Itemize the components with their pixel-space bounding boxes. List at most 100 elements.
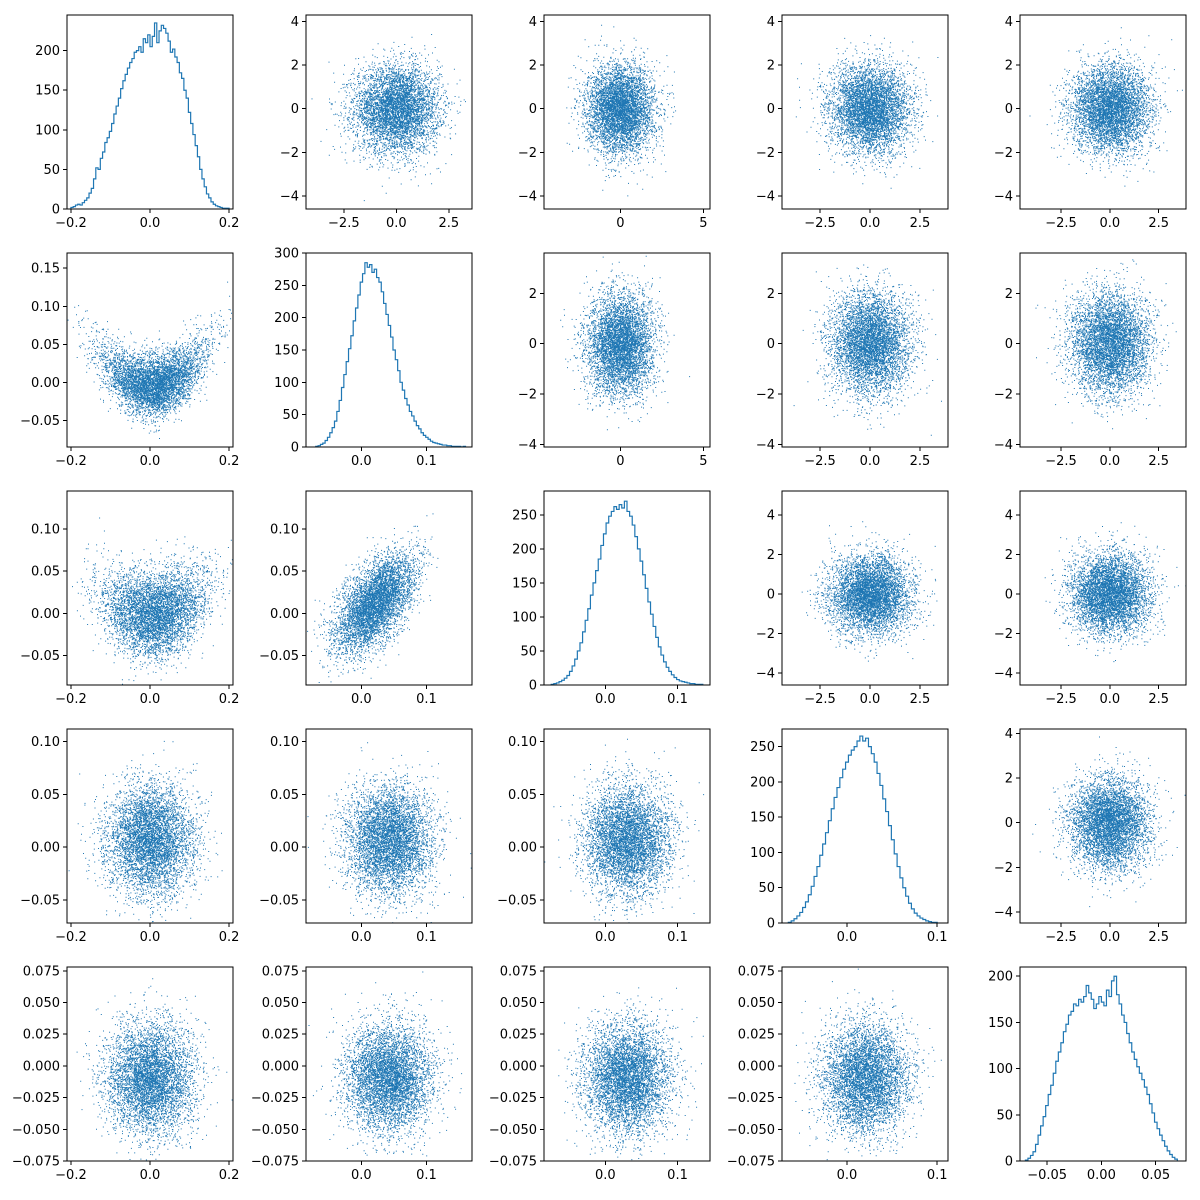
x-tick-label: 0.1 [416, 454, 437, 469]
plot-content [1018, 522, 1186, 662]
x-tick-label: 0.1 [927, 1168, 948, 1183]
y-tick-label: 0.025 [738, 1028, 775, 1043]
y-tick-label: 0.05 [270, 788, 299, 803]
panel-r1-c2: 0 5−4−202 [518, 253, 710, 469]
scatter-points [560, 256, 690, 430]
y-tick-label: 150 [988, 1016, 1013, 1031]
scatter-points [794, 245, 942, 436]
scatter-points [796, 35, 939, 189]
panel-r4-c2: 0.0 0.1−0.075−0.050−0.0250.0000.0250.0500… [489, 964, 710, 1184]
scatter-points [558, 987, 704, 1184]
scatter-points [312, 34, 474, 201]
x-tick-label: 0.0 [140, 1168, 161, 1183]
plot-content [1036, 259, 1177, 429]
y-tick-label: 0.025 [500, 1028, 537, 1043]
y-tick-label: 0 [1005, 337, 1013, 352]
histogram-step-line [1025, 976, 1177, 1161]
x-tick-label: 0.0 [837, 1168, 858, 1183]
plot-content [312, 34, 474, 201]
y-tick-label: −0.025 [251, 1091, 299, 1106]
plot-content [1025, 976, 1177, 1161]
y-tick-label: 0.050 [500, 996, 537, 1011]
y-tick-label: 0.050 [738, 996, 775, 1011]
y-tick-label: 0.10 [31, 522, 60, 537]
y-tick-label: −0.050 [12, 1123, 60, 1138]
y-tick-label: 0.025 [23, 1028, 60, 1043]
x-tick-label: 0.00 [1087, 1168, 1116, 1183]
y-tick-label: 0.000 [500, 1059, 537, 1074]
y-tick-label: 0.000 [738, 1059, 775, 1074]
x-tick-label: 0.1 [416, 930, 437, 945]
plot-content [796, 35, 939, 189]
y-tick-label: 0 [1005, 1155, 1013, 1170]
histogram-step-line [71, 23, 229, 209]
y-tick-label: 0.00 [508, 841, 537, 856]
x-tick-label: 0.0 [140, 930, 161, 945]
y-tick-label: −2 [994, 861, 1013, 876]
x-tick-label: 0.0 [860, 216, 881, 231]
y-tick-label: 250 [512, 508, 537, 523]
y-tick-label: 200 [512, 542, 537, 557]
plot-content [308, 742, 479, 938]
y-tick-label: 150 [274, 344, 299, 359]
x-tick-label: −2.5 [804, 216, 836, 231]
plot-content [788, 736, 937, 923]
x-tick-label: −2.5 [328, 216, 360, 231]
x-tick-label: 0.0 [386, 216, 407, 231]
y-tick-label: 250 [750, 740, 775, 755]
x-tick-label: 0.2 [219, 1168, 240, 1183]
x-tick-label: −0.2 [55, 692, 87, 707]
x-tick-label: 0.2 [219, 930, 240, 945]
x-tick-label: 0.0 [351, 692, 372, 707]
y-tick-label: 0.10 [31, 300, 60, 315]
y-tick-label: 50 [282, 408, 299, 423]
y-tick-label: 0.00 [270, 841, 299, 856]
x-tick-label: 0.0 [837, 930, 858, 945]
y-tick-label: 2 [1005, 287, 1013, 302]
x-tick-label: 2.5 [1148, 216, 1169, 231]
y-tick-label: 0.050 [262, 996, 299, 1011]
y-tick-label: 0.05 [508, 788, 537, 803]
y-tick-label: −4 [756, 667, 775, 682]
x-tick-label: 0.1 [667, 1168, 688, 1183]
y-tick-label: 0 [291, 102, 299, 117]
y-tick-label: 0 [1005, 816, 1013, 831]
x-tick-label: 0.0 [140, 692, 161, 707]
panel-r3-c0: −0.2 0.0 0.2−0.050.000.050.10 [20, 729, 239, 953]
y-tick-label: 0 [529, 679, 537, 694]
y-tick-label: 4 [1005, 508, 1013, 523]
y-tick-label: −2 [280, 146, 299, 161]
y-tick-label: 0 [52, 203, 60, 218]
y-tick-label: 0 [1005, 587, 1013, 602]
x-tick-label: 0.0 [1099, 216, 1120, 231]
y-tick-label: −2 [756, 146, 775, 161]
x-tick-label: 0.0 [595, 1168, 616, 1183]
x-tick-label: 2.5 [910, 454, 931, 469]
y-tick-label: 2 [529, 287, 537, 302]
y-tick-label: 0.075 [23, 964, 60, 979]
scatter-points [566, 25, 676, 197]
y-tick-label: 0.00 [31, 376, 60, 391]
y-tick-label: 4 [1005, 15, 1013, 30]
y-tick-label: 50 [758, 881, 775, 896]
y-tick-label: 0.10 [270, 735, 299, 750]
y-tick-label: 0.025 [262, 1028, 299, 1043]
axes-frame [1020, 967, 1186, 1161]
x-tick-label: 0.1 [416, 1168, 437, 1183]
plot-content [316, 263, 466, 447]
y-tick-label: 0.000 [23, 1059, 60, 1074]
x-tick-label: 0.1 [416, 692, 437, 707]
panel-r4-c0: −0.2 0.0 0.2−0.075−0.050−0.0250.0000.0250.… [12, 964, 240, 1186]
plot-content [1032, 737, 1185, 908]
y-tick-label: 0.10 [508, 735, 537, 750]
y-tick-label: −2 [518, 146, 537, 161]
y-tick-label: 200 [274, 311, 299, 326]
x-tick-label: 2.5 [1148, 454, 1169, 469]
y-tick-label: −4 [994, 667, 1013, 682]
x-tick-label: 5 [699, 454, 707, 469]
